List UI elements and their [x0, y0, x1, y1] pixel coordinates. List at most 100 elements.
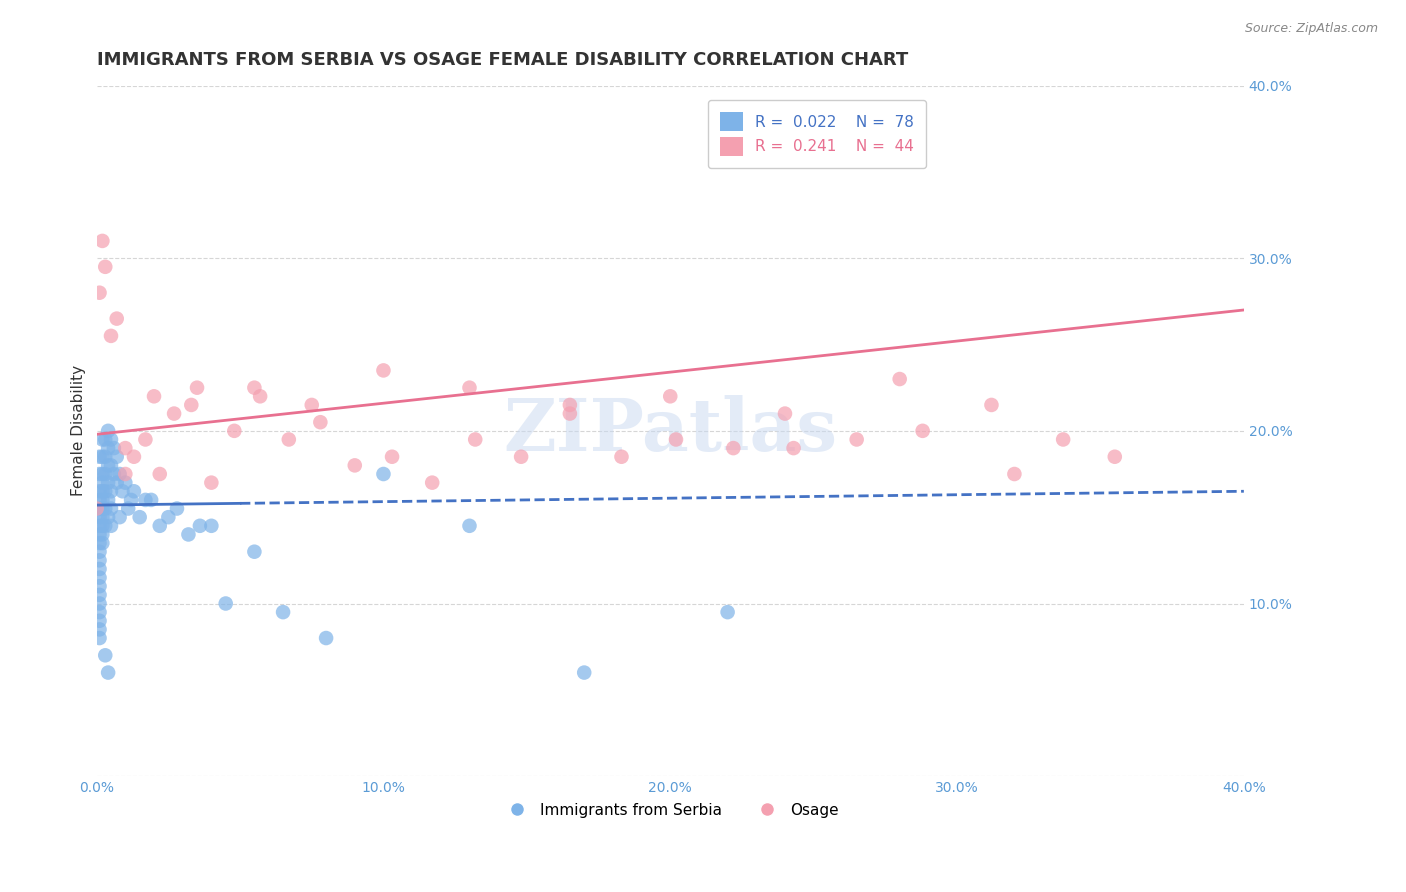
- Point: [224, 424, 246, 438]
- Point: [558, 407, 581, 421]
- Point: [343, 458, 366, 473]
- Point: [773, 407, 796, 421]
- Point: [114, 467, 136, 481]
- Point: [249, 389, 271, 403]
- Point: [117, 501, 139, 516]
- Point: [94, 433, 117, 447]
- Point: [94, 501, 117, 516]
- Point: [1002, 467, 1025, 481]
- Point: [659, 389, 682, 403]
- Point: [114, 475, 136, 490]
- Point: [134, 433, 156, 447]
- Point: [200, 518, 222, 533]
- Point: [100, 501, 122, 516]
- Point: [1052, 433, 1074, 447]
- Text: Source: ZipAtlas.com: Source: ZipAtlas.com: [1244, 22, 1378, 36]
- Point: [91, 510, 114, 524]
- Point: [610, 450, 633, 464]
- Point: [89, 605, 111, 619]
- Point: [277, 433, 299, 447]
- Point: [373, 363, 395, 377]
- Point: [243, 381, 266, 395]
- Point: [186, 381, 208, 395]
- Point: [91, 492, 114, 507]
- Point: [89, 467, 111, 481]
- Point: [97, 492, 120, 507]
- Point: [89, 562, 111, 576]
- Point: [665, 433, 688, 447]
- Point: [510, 450, 533, 464]
- Point: [89, 588, 111, 602]
- Point: [89, 623, 111, 637]
- Point: [97, 441, 120, 455]
- Point: [89, 501, 111, 516]
- Point: [86, 501, 108, 516]
- Point: [105, 311, 128, 326]
- Point: [103, 467, 125, 481]
- Point: [166, 501, 188, 516]
- Point: [723, 441, 745, 455]
- Point: [1104, 450, 1126, 464]
- Point: [91, 501, 114, 516]
- Point: [215, 597, 238, 611]
- Point: [89, 545, 111, 559]
- Point: [91, 450, 114, 464]
- Point: [100, 458, 122, 473]
- Point: [108, 510, 131, 524]
- Point: [89, 536, 111, 550]
- Point: [91, 518, 114, 533]
- Point: [97, 510, 120, 524]
- Point: [91, 527, 114, 541]
- Point: [100, 433, 122, 447]
- Point: [100, 518, 122, 533]
- Point: [120, 492, 142, 507]
- Point: [108, 467, 131, 481]
- Point: [420, 475, 443, 490]
- Point: [91, 484, 114, 499]
- Point: [89, 597, 111, 611]
- Point: [315, 631, 337, 645]
- Point: [141, 492, 163, 507]
- Point: [103, 441, 125, 455]
- Point: [89, 285, 111, 300]
- Point: [89, 492, 111, 507]
- Point: [149, 518, 172, 533]
- Point: [464, 433, 486, 447]
- Legend: Immigrants from Serbia, Osage: Immigrants from Serbia, Osage: [495, 797, 845, 824]
- Point: [309, 415, 332, 429]
- Point: [574, 665, 596, 680]
- Point: [111, 484, 134, 499]
- Point: [301, 398, 323, 412]
- Point: [89, 553, 111, 567]
- Point: [97, 458, 120, 473]
- Point: [458, 381, 481, 395]
- Point: [94, 648, 117, 663]
- Point: [89, 518, 111, 533]
- Point: [105, 450, 128, 464]
- Point: [458, 518, 481, 533]
- Point: [889, 372, 911, 386]
- Point: [89, 450, 111, 464]
- Point: [89, 527, 111, 541]
- Text: ZIPatlas: ZIPatlas: [503, 395, 838, 467]
- Point: [381, 450, 404, 464]
- Point: [134, 492, 156, 507]
- Point: [177, 527, 200, 541]
- Point: [91, 536, 114, 550]
- Point: [243, 545, 266, 559]
- Point: [89, 579, 111, 593]
- Point: [94, 484, 117, 499]
- Point: [717, 605, 740, 619]
- Point: [97, 424, 120, 438]
- Point: [782, 441, 804, 455]
- Point: [100, 329, 122, 343]
- Point: [911, 424, 934, 438]
- Point: [122, 484, 145, 499]
- Point: [94, 260, 117, 274]
- Point: [91, 475, 114, 490]
- Point: [91, 467, 114, 481]
- Point: [845, 433, 868, 447]
- Point: [188, 518, 211, 533]
- Point: [122, 450, 145, 464]
- Point: [94, 518, 117, 533]
